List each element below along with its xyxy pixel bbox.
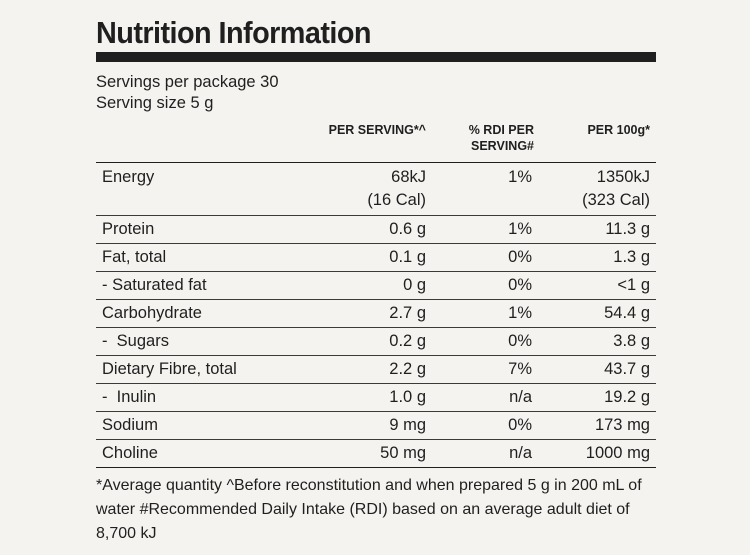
row-per-serving: 0.2 g: [292, 327, 428, 356]
row-per-serving: 2.2 g: [292, 355, 428, 384]
row-label: Carbohydrate: [96, 299, 292, 328]
row-rdi: 1%: [508, 168, 532, 186]
row-per-100g: 173 mg: [534, 411, 656, 440]
panel-title: Nutrition Information: [96, 15, 372, 50]
row-label: - Sugars: [96, 327, 292, 356]
row-label: Dietary Fibre, total: [96, 355, 292, 384]
title-rule: [96, 52, 656, 62]
row-label: Fat, total: [96, 243, 292, 272]
row-per-100g: 1.3 g: [534, 243, 656, 272]
column-headers: PER SERVING*^ % RDI PER SERVING# PER 100…: [96, 122, 656, 162]
servings-per-package: Servings per package 30: [96, 73, 279, 91]
table-row: Carbohydrate 2.7 g 1% 54.4 g: [96, 299, 656, 328]
row-per-serving: 0.1 g: [292, 243, 428, 272]
table-row: - Inulin 1.0 g n/a 19.2 g: [96, 383, 656, 412]
table-row: Sodium 9 mg 0% 173 mg: [96, 411, 656, 440]
row-rdi: 1%: [428, 215, 534, 244]
serving-size: Serving size 5 g: [96, 94, 214, 112]
table-row: - Saturated fat 0 g 0% <1 g: [96, 271, 656, 300]
row-per-serving: 0.6 g: [292, 215, 428, 244]
row-rdi: 0%: [428, 243, 534, 272]
row-label: Choline: [96, 439, 292, 468]
row-rdi: 1%: [428, 299, 534, 328]
table-row: Dietary Fibre, total 2.2 g 7% 43.7 g: [96, 355, 656, 384]
row-rdi: 0%: [428, 271, 534, 300]
energy-kj-per-serving: 68kJ: [391, 168, 426, 186]
row-per-serving: 0 g: [292, 271, 428, 300]
nutrition-panel: Nutrition Information Servings per packa…: [96, 14, 656, 546]
row-rdi: 0%: [428, 411, 534, 440]
serving-info: Servings per package 30 Serving size 5 g: [96, 72, 656, 114]
row-label: Sodium: [96, 411, 292, 440]
table-row: Protein 0.6 g 1% 11.3 g: [96, 215, 656, 244]
energy-kj-per-100g: 1350kJ: [596, 168, 650, 186]
row-label: - Inulin: [96, 383, 292, 412]
header-rdi-line1: % RDI PER: [468, 123, 534, 137]
row-rdi: n/a: [428, 439, 534, 468]
energy-cal-per-serving: (16 Cal): [367, 191, 426, 209]
row-per-serving: 68kJ (16 Cal): [292, 163, 428, 216]
row-per-100g: 1350kJ (323 Cal): [534, 163, 656, 216]
row-per-serving: 2.7 g: [292, 299, 428, 328]
header-rdi-line2: SERVING#: [471, 139, 534, 153]
table-row: Choline 50 mg n/a 1000 mg: [96, 439, 656, 468]
table-row: - Sugars 0.2 g 0% 3.8 g: [96, 327, 656, 356]
energy-cal-per-100g: (323 Cal): [582, 191, 650, 209]
row-rdi: n/a: [428, 383, 534, 412]
row-per-serving: 9 mg: [292, 411, 428, 440]
footnote: *Average quantity ^Before reconstitution…: [96, 477, 642, 542]
row-label: - Saturated fat: [96, 271, 292, 300]
row-label: Energy: [102, 168, 155, 186]
row-per-100g: 54.4 g: [534, 299, 656, 328]
table-row-energy: Energy 68kJ (16 Cal) 1% 1350kJ (323 Cal): [96, 163, 656, 216]
row-rdi: 0%: [428, 327, 534, 356]
row-per-100g: 3.8 g: [534, 327, 656, 356]
row-per-serving: 50 mg: [292, 439, 428, 468]
row-rdi: 7%: [428, 355, 534, 384]
header-per-serving: PER SERVING*^: [328, 123, 426, 137]
row-per-100g: <1 g: [534, 271, 656, 300]
row-per-100g: 19.2 g: [534, 383, 656, 412]
row-per-serving: 1.0 g: [292, 383, 428, 412]
row-label: Protein: [96, 215, 292, 244]
row-per-100g: 43.7 g: [534, 355, 656, 384]
table-row: Fat, total 0.1 g 0% 1.3 g: [96, 243, 656, 272]
header-rdi: % RDI PER SERVING#: [469, 122, 534, 154]
row-per-100g: 11.3 g: [534, 215, 656, 244]
row-per-100g: 1000 mg: [534, 439, 656, 468]
nutrition-table: Energy 68kJ (16 Cal) 1% 1350kJ (323 Cal)…: [96, 162, 656, 468]
header-per-100g: PER 100g*: [587, 123, 650, 137]
